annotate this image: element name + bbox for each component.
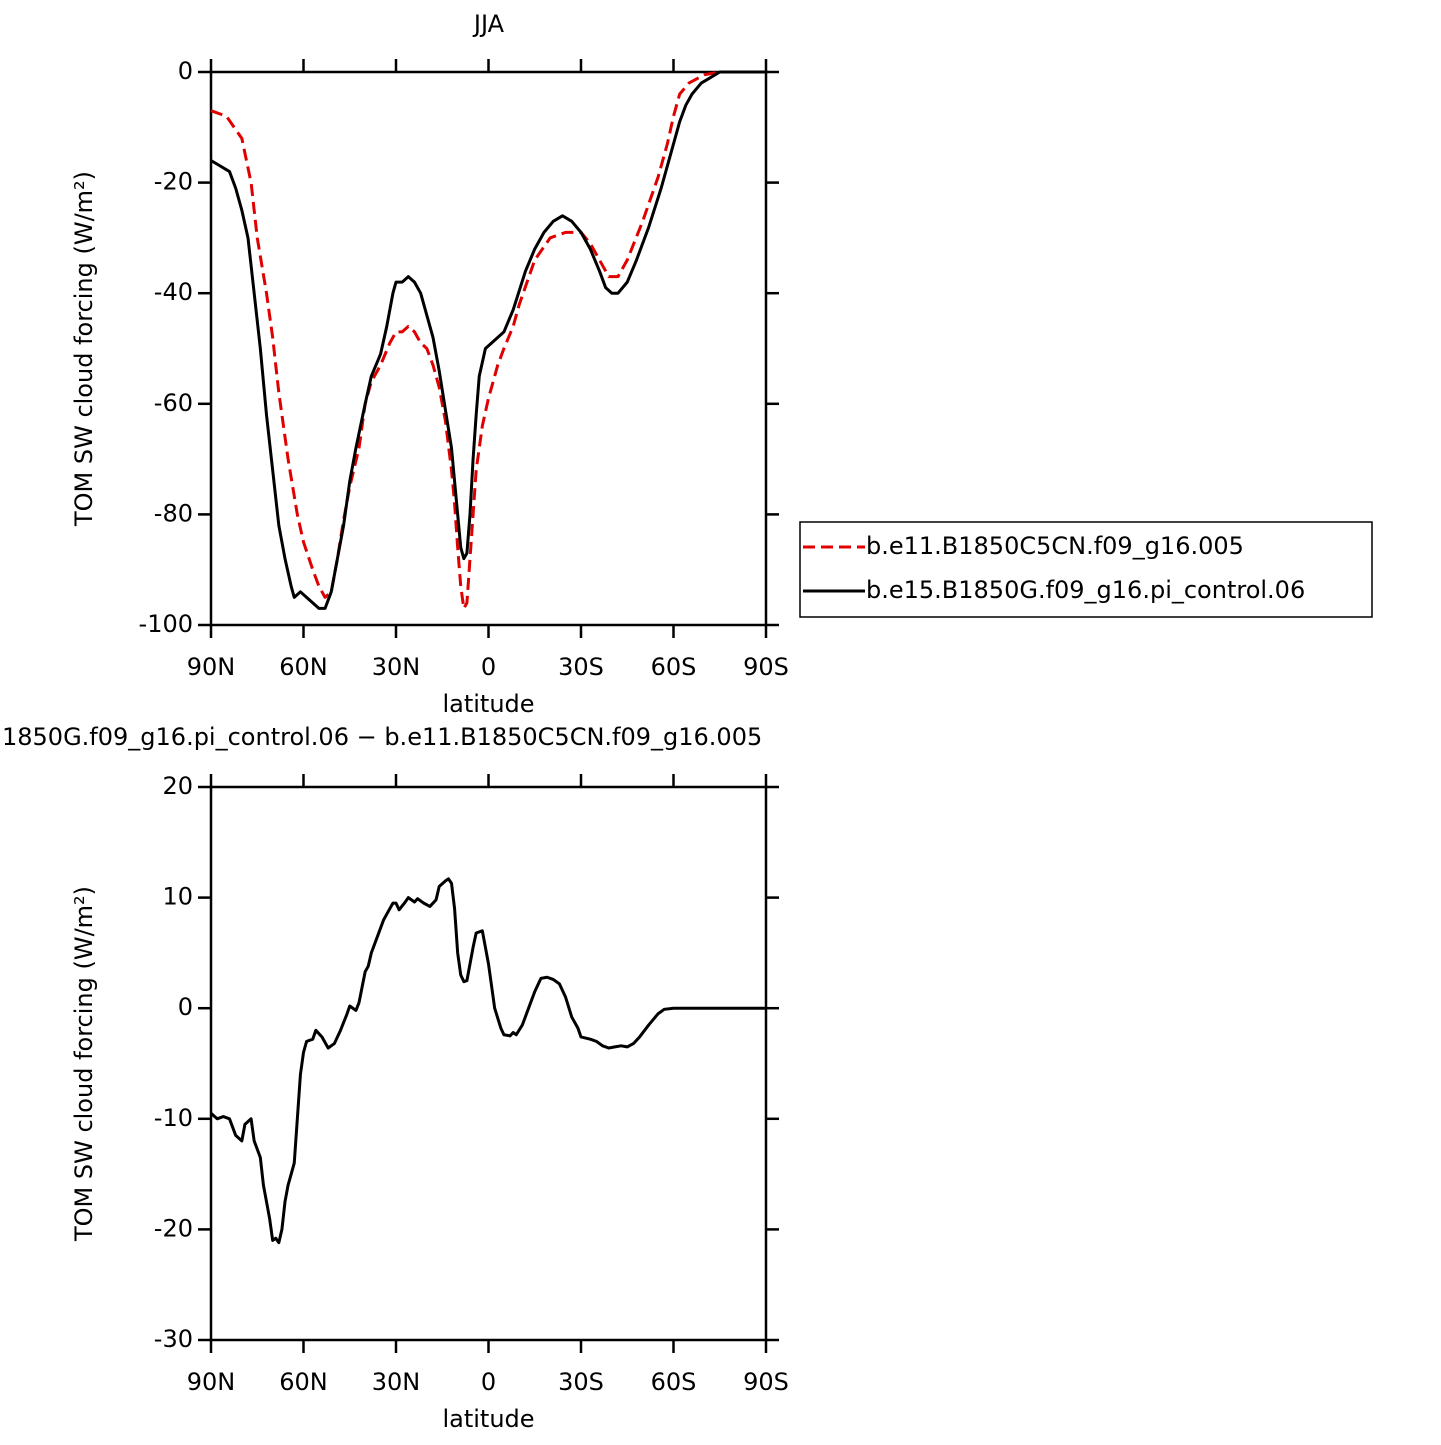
legend-label: b.e15.B1850G.f09_g16.pi_control.06 bbox=[866, 576, 1305, 604]
y-tick-label: -30 bbox=[154, 1325, 193, 1353]
data-line bbox=[209, 877, 766, 1245]
x-tick-label: 60S bbox=[651, 1368, 697, 1396]
y-tick-label: 0 bbox=[178, 57, 193, 85]
data-line bbox=[210, 70, 766, 610]
x-tick-label: 60N bbox=[279, 1368, 328, 1396]
data-line bbox=[210, 70, 766, 610]
x-axis-label: latitude bbox=[442, 690, 534, 718]
legend-label: b.e11.B1850C5CN.f09_g16.005 bbox=[866, 532, 1244, 560]
x-tick-label: 90S bbox=[743, 653, 789, 681]
y-axis-label: TOM SW cloud forcing (W/m²) bbox=[70, 171, 98, 527]
y-axis-label: TOM SW cloud forcing (W/m²) bbox=[70, 886, 98, 1242]
y-tick-label: -100 bbox=[139, 610, 193, 638]
y-tick-label: -10 bbox=[154, 1104, 193, 1132]
chart-title: 1850G.f09_g16.pi_control.06 − b.e11.B185… bbox=[2, 723, 762, 751]
plot-frame bbox=[209, 70, 768, 627]
y-tick-label: -20 bbox=[154, 1214, 193, 1242]
x-tick-label: 60S bbox=[651, 653, 697, 681]
x-tick-label: 30N bbox=[372, 1368, 421, 1396]
x-tick-label: 0 bbox=[481, 653, 496, 681]
x-tick-label: 90S bbox=[743, 1368, 789, 1396]
x-tick-label: 90N bbox=[187, 653, 236, 681]
y-tick-label: 10 bbox=[162, 883, 193, 911]
y-tick-label: 20 bbox=[162, 772, 193, 800]
y-tick-label: -60 bbox=[154, 389, 193, 417]
legend-box bbox=[799, 521, 1373, 618]
x-tick-label: 30S bbox=[558, 653, 604, 681]
x-tick-label: 90N bbox=[187, 1368, 236, 1396]
x-tick-label: 60N bbox=[279, 653, 328, 681]
y-tick-label: -20 bbox=[154, 168, 193, 196]
x-tick-label: 0 bbox=[481, 1368, 496, 1396]
x-axis-label: latitude bbox=[442, 1405, 534, 1433]
x-tick-label: 30S bbox=[558, 1368, 604, 1396]
plot-frame bbox=[209, 785, 768, 1342]
x-tick-label: 30N bbox=[372, 653, 421, 681]
y-tick-label: 0 bbox=[178, 993, 193, 1021]
y-tick-label: -80 bbox=[154, 499, 193, 527]
chart-title: JJA bbox=[472, 10, 505, 38]
y-tick-label: -40 bbox=[154, 278, 193, 306]
